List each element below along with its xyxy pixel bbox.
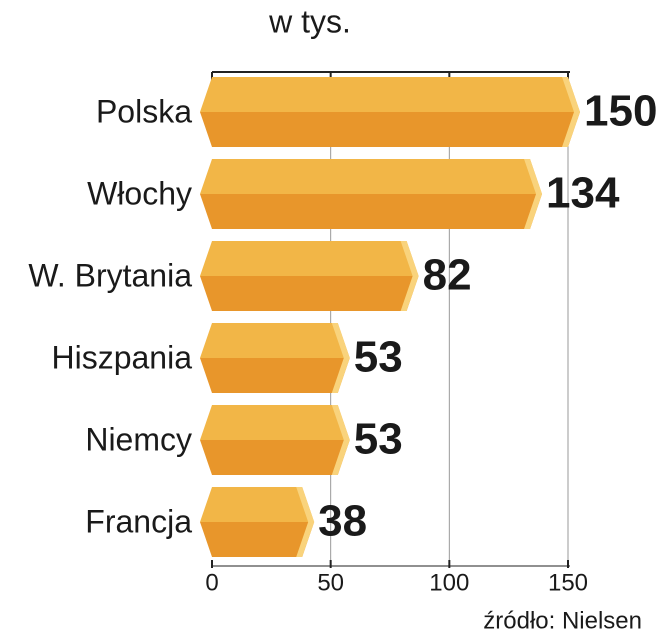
value-label: 53 — [354, 415, 403, 464]
value-label: 53 — [354, 333, 403, 382]
value-label: 150 — [584, 87, 656, 136]
bar-cap — [524, 159, 543, 229]
bar — [200, 77, 580, 147]
chart-title: w tys. — [268, 3, 351, 39]
y-tick-label: Włochy — [87, 175, 192, 211]
value-label: 134 — [546, 169, 620, 218]
bar-top — [200, 77, 580, 112]
y-tick-label: Polska — [96, 93, 192, 129]
bar — [200, 487, 315, 557]
x-tick-label: 0 — [205, 569, 218, 596]
bar-top — [200, 323, 350, 358]
x-tick-label: 50 — [317, 569, 344, 596]
bar — [200, 241, 419, 311]
bar-bottom — [200, 112, 580, 147]
y-tick-label: Francja — [85, 503, 192, 539]
bar-bottom — [200, 522, 315, 557]
bar — [200, 323, 350, 393]
bar-cap — [562, 77, 580, 147]
bar-top — [200, 241, 419, 276]
source: źródło: Nielsen — [483, 607, 642, 634]
bar-bottom — [200, 276, 419, 311]
bar-cap — [400, 241, 419, 311]
y-tick-label: Hiszpania — [51, 339, 192, 375]
bar-cap — [296, 487, 315, 557]
value-label: 38 — [318, 497, 367, 546]
bar — [200, 405, 350, 475]
bar — [200, 159, 543, 229]
bar-bottom — [200, 358, 350, 393]
y-tick-label: Niemcy — [85, 421, 192, 457]
x-tick-label: 100 — [429, 569, 469, 596]
bar-cap — [331, 405, 350, 475]
bar-top — [200, 405, 350, 440]
bar-bottom — [200, 194, 543, 229]
x-tick-label: 150 — [548, 569, 588, 596]
bar-bottom — [200, 440, 350, 475]
bar-top — [200, 487, 315, 522]
bar-cap — [331, 323, 350, 393]
y-tick-label: W. Brytania — [28, 257, 192, 293]
value-label: 82 — [423, 251, 472, 300]
bar-top — [200, 159, 543, 194]
